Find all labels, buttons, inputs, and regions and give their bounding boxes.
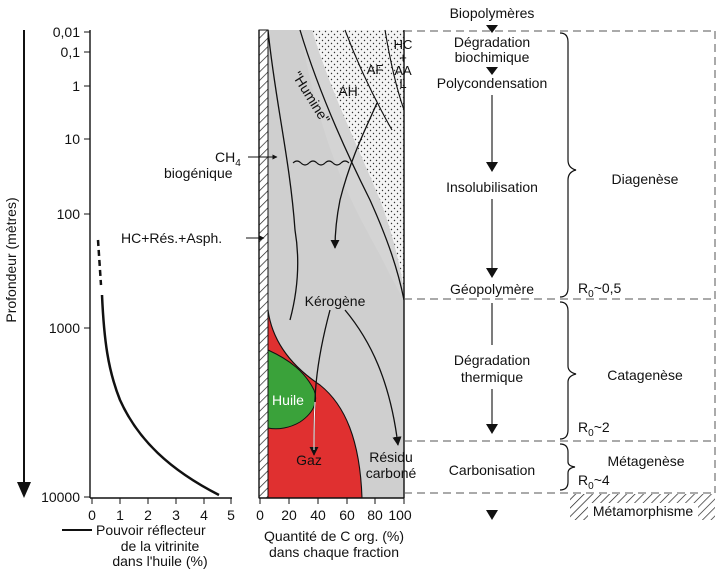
depth-axis: Profondeur (mètres) 0,01 0,1 1 10 100 10… — [3, 24, 91, 505]
step-degradation-line2: biochimique — [455, 49, 530, 65]
depth-arrow-head — [17, 482, 31, 498]
fraction-axis-label-line2: dans chaque fraction — [269, 544, 399, 560]
vitrinite-panel: 0 1 2 3 4 5 Pouvoir réflecteur de la vit… — [62, 239, 235, 569]
depth-tick-4: 100 — [57, 206, 81, 222]
af-boundary — [344, 29, 393, 131]
stage-diagenese: Diagenèse — [612, 171, 679, 187]
side-labels: CH4 biogénique HC+Rés.+Asph. — [121, 149, 278, 246]
stage-braces: Diagenèse Catagenèse Métagenèse Métamorp… — [559, 32, 715, 520]
stage-metagenese: Métagenèse — [607, 453, 684, 469]
fraction-tick-5: 100 — [388, 507, 412, 523]
vitrinite-curve-dashed — [96, 239, 103, 286]
kerogene-label: Kérogène — [305, 293, 366, 309]
stage-metamorphisme: Métamorphisme — [593, 503, 694, 519]
step-deg-thermique-line2: thermique — [461, 369, 523, 385]
hc-plus-label: + — [399, 50, 407, 65]
depth-ticks — [84, 31, 90, 498]
fraction-axis-label-line1: Quantité de C org. (%) — [264, 528, 404, 544]
vitrinite-tick-4: 4 — [200, 507, 208, 523]
step-biopolymeres: Biopolymères — [450, 5, 535, 21]
arrow-degradation — [486, 67, 498, 75]
vitrinite-tick-0: 0 — [88, 507, 96, 523]
arrow-carbonisation — [486, 510, 498, 520]
l-label: L — [399, 76, 406, 91]
brace-catagenese — [559, 301, 577, 440]
depth-tick-3: 10 — [64, 131, 80, 147]
gaz-label: Gaz — [296, 452, 322, 468]
step-geopolymere: Géopolymère — [450, 281, 534, 297]
gaz-arrow-highlight — [313, 401, 316, 451]
brace-diagenese — [559, 32, 577, 298]
residu-label-line1: Résidu — [369, 449, 413, 465]
depth-tick-5: 1000 — [49, 320, 80, 336]
r0-labels: R0~0,5 R0~2 R0~4 — [578, 280, 622, 492]
r0-2-label: R0~2 — [578, 419, 610, 439]
depth-tick-1: 0,1 — [61, 44, 81, 60]
brace-metagenese — [559, 443, 576, 491]
fraction-oil-zone — [268, 350, 316, 429]
vitrinite-x-ticks — [91, 498, 232, 504]
kerogene-to-residu-arrow — [344, 309, 402, 446]
metamorphisme-label-bg — [588, 503, 698, 520]
depth-tick-0: 0,01 — [53, 24, 80, 40]
vitrinite-legend-line1: Pouvoir réflecteur — [96, 522, 206, 538]
arrow-polycond — [486, 162, 498, 172]
depth-tick-6: 10000 — [41, 489, 80, 505]
ah-boundary — [299, 29, 405, 301]
ch4-label: CH4 — [215, 149, 241, 169]
vitrinite-tick-2: 2 — [144, 507, 152, 523]
vitrinite-tick-3: 3 — [172, 507, 180, 523]
vitrinite-curve — [100, 294, 220, 497]
arrow-thermique — [486, 424, 498, 434]
stage-boundaries — [404, 30, 716, 494]
vitrinite-legend-line2: de la vitrinite — [121, 538, 200, 554]
fraction-tick-2: 40 — [310, 507, 326, 523]
vitrinite-tick-1: 1 — [116, 507, 124, 523]
fraction-panel: 0 20 40 60 80 100 Quantité de C org. (%)… — [256, 29, 417, 560]
hc-boundary — [384, 29, 405, 111]
step-degradation-line1: Dégradation — [454, 34, 530, 50]
vitrinite-tick-5: 5 — [227, 507, 235, 523]
af-label: AF — [367, 62, 384, 77]
arrow-biopolymeres — [486, 25, 498, 33]
ah-label: AH — [338, 83, 357, 99]
residu-label-line2: carboné — [366, 465, 417, 481]
r0-4-label: R0~4 — [578, 472, 610, 492]
depth-tick-2: 1 — [72, 78, 80, 94]
hc-label: HC — [394, 37, 413, 52]
step-insolubilisation: Insolubilisation — [446, 179, 538, 195]
huile-label: Huile — [272, 392, 304, 408]
step-polycondensation: Polycondensation — [437, 75, 548, 91]
step-carbonisation: Carbonisation — [449, 462, 535, 478]
gas-boundary — [267, 309, 363, 499]
biogenic-ch4-level — [292, 160, 350, 166]
aa-label: AA — [394, 63, 412, 78]
arrow-insol — [486, 268, 498, 278]
fraction-ah-band — [268, 30, 404, 300]
biogenique-label: biogénique — [164, 165, 233, 181]
fraction-tick-3: 60 — [339, 507, 355, 523]
vitrinite-legend-line3: dans l'huile (%) — [112, 553, 207, 569]
humine-left-boundary — [267, 29, 299, 321]
fraction-tick-0: 0 — [256, 507, 264, 523]
fraction-tick-4: 80 — [367, 507, 383, 523]
stage-catagenese: Catagenèse — [607, 367, 683, 383]
r0-05-label: R0~0,5 — [578, 280, 622, 300]
fraction-x-ticks — [259, 498, 405, 504]
fraction-tick-1: 20 — [281, 507, 297, 523]
depth-axis-label: Profondeur (mètres) — [3, 197, 19, 322]
ah-to-kerogene-arrow — [330, 102, 378, 249]
process-column: Biopolymères Dégradation biochimique Pol… — [437, 5, 548, 520]
fraction-hatched-wall — [258, 29, 269, 499]
hc-res-asph-label: HC+Rés.+Asph. — [121, 230, 222, 246]
step-deg-thermique-line1: Dégradation — [454, 352, 530, 368]
